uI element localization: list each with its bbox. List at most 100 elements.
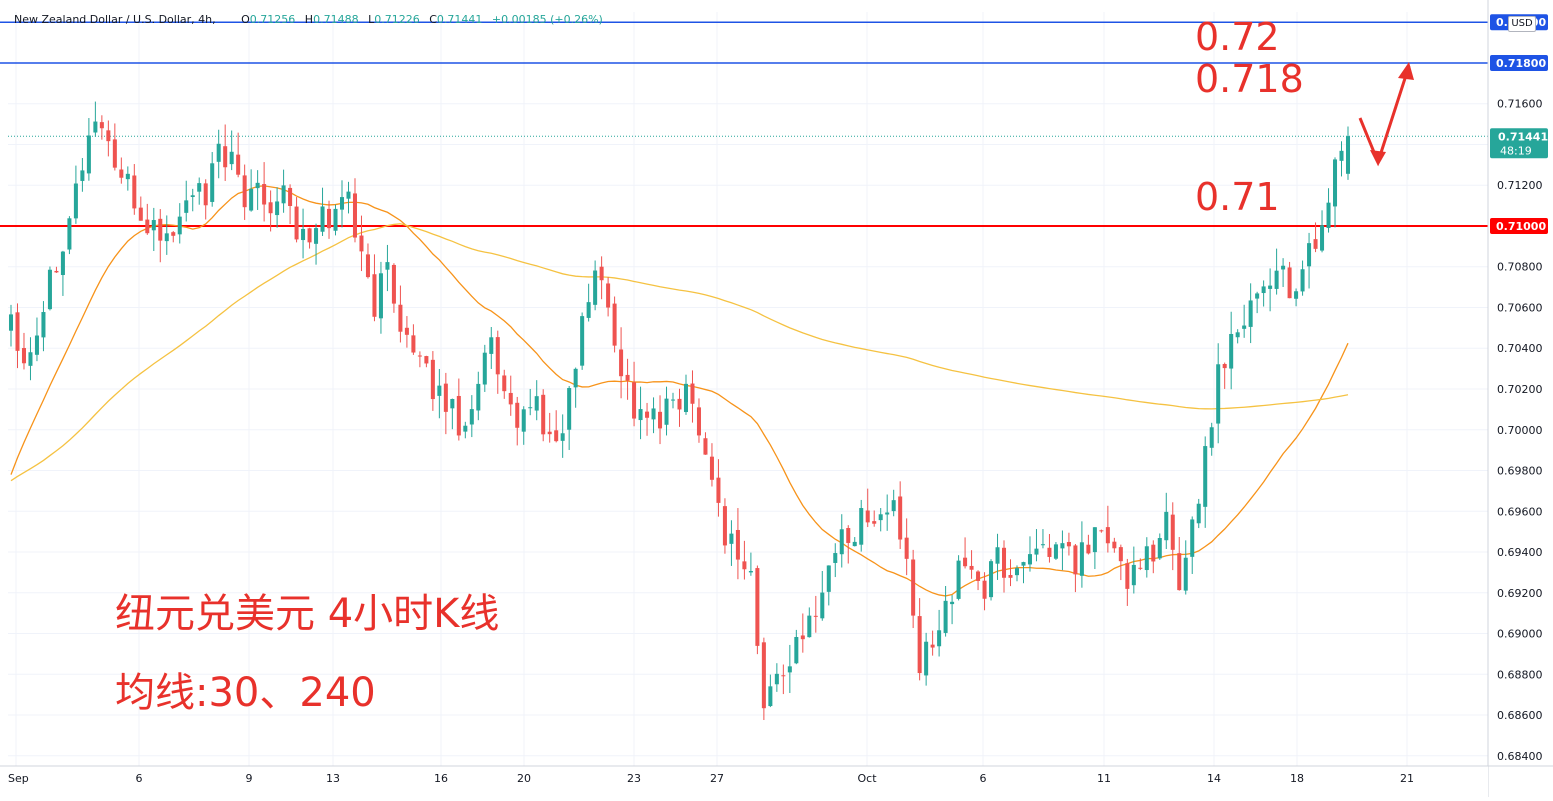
candle-body: [638, 409, 643, 421]
candle-body: [106, 130, 111, 142]
candle-body: [748, 570, 753, 573]
candle-body: [794, 637, 799, 664]
high-value: 0.71488: [313, 13, 359, 26]
candle-body: [586, 302, 591, 318]
candle-body: [1274, 270, 1279, 289]
candle-body: [1255, 293, 1260, 299]
candle-body: [995, 547, 1000, 564]
candle-body: [787, 666, 792, 673]
candle-body: [28, 352, 33, 366]
time-tick-label: 20: [517, 772, 531, 785]
candle-body: [645, 411, 650, 418]
annotation-ma-periods: 均线:30、240: [115, 670, 376, 716]
candle-body: [735, 529, 740, 560]
candle-body: [1203, 446, 1208, 507]
candle-body: [1320, 225, 1325, 251]
candle-body: [411, 335, 416, 353]
candle-body: [1333, 159, 1338, 207]
candle-body: [1235, 332, 1240, 338]
candle-body: [151, 220, 156, 231]
candle-body: [177, 216, 182, 235]
candle-body: [508, 392, 513, 405]
candle-body: [99, 122, 104, 129]
candle-body: [417, 355, 422, 357]
arrow-head-down: [1370, 150, 1386, 166]
candle-body: [469, 409, 474, 425]
candle-body: [184, 200, 189, 213]
candle-body: [1300, 269, 1305, 292]
candle-body: [1294, 291, 1299, 299]
candle-body: [1125, 563, 1130, 589]
candle-body: [203, 183, 208, 206]
candle-body: [625, 374, 630, 381]
candle-body: [807, 615, 812, 638]
candle-body: [716, 477, 721, 503]
price-tag-0718: 0.71800: [1496, 57, 1546, 70]
candle-body: [223, 146, 228, 168]
candle-body: [781, 675, 786, 677]
arrows: [1358, 62, 1414, 167]
candle-body: [359, 235, 364, 252]
candle-body: [1014, 568, 1020, 576]
candle-body: [820, 592, 825, 619]
candle-body: [1170, 514, 1175, 550]
close-label: C: [429, 13, 437, 26]
horizontal-lines: [0, 21, 1488, 227]
high-label: H: [304, 13, 314, 26]
price-tick-label: 0.69000: [1497, 628, 1543, 641]
candle-body: [86, 135, 91, 174]
candle-body: [963, 557, 968, 567]
candle-body: [378, 273, 383, 319]
candle-body: [1216, 364, 1221, 424]
candle-body: [924, 641, 929, 676]
candle-body: [619, 349, 624, 377]
candle-body: [145, 219, 150, 234]
price-tick-label: 0.68400: [1497, 750, 1543, 763]
candle-body: [898, 496, 903, 540]
candle-body: [904, 537, 909, 559]
candle-body: [554, 430, 559, 442]
candle-body: [41, 312, 46, 338]
candle-body: [528, 407, 533, 409]
candle-body: [398, 304, 403, 332]
candle-body: [891, 500, 896, 512]
candle-body: [1313, 239, 1318, 249]
candle-body: [1196, 503, 1201, 524]
candle-body: [275, 201, 280, 216]
candle-body: [456, 395, 461, 436]
candle-body: [15, 312, 20, 351]
candle-body: [1190, 519, 1195, 557]
candle-body: [774, 673, 779, 685]
close-value: 0.71441: [436, 13, 483, 26]
candle-body: [8, 314, 14, 331]
price-tag-0710-bg: [1490, 217, 1548, 234]
candle-body: [573, 368, 578, 388]
change-value: +0.00185 (+0.26%): [491, 13, 603, 26]
candle-body: [969, 565, 974, 570]
trend-arrow: [1358, 65, 1411, 167]
candle-body: [314, 228, 319, 244]
candle-body: [1060, 543, 1065, 549]
time-tick-label: 11: [1097, 772, 1111, 785]
candle-body: [1105, 527, 1110, 544]
candle-body: [872, 521, 877, 524]
price-tag-0718-bg: [1490, 54, 1548, 71]
candle-body: [54, 270, 59, 273]
candle-body: [1151, 544, 1156, 562]
candle-body: [73, 183, 78, 219]
symbol-header: New Zealand Dollar / U.S. Dollar, 4h, O0…: [14, 13, 609, 26]
currency-button[interactable]: USD: [1508, 16, 1536, 32]
candle-body: [320, 206, 325, 232]
candle-body: [430, 359, 435, 400]
candle-body: [463, 425, 468, 432]
candle-body: [677, 398, 682, 410]
candle-body: [1287, 267, 1292, 299]
candle-body: [391, 264, 396, 304]
candle-body: [132, 175, 137, 209]
time-tick-label: 23: [627, 772, 641, 785]
candle-body: [1027, 554, 1032, 565]
candle-body: [1118, 547, 1123, 562]
candle-body: [67, 218, 72, 250]
